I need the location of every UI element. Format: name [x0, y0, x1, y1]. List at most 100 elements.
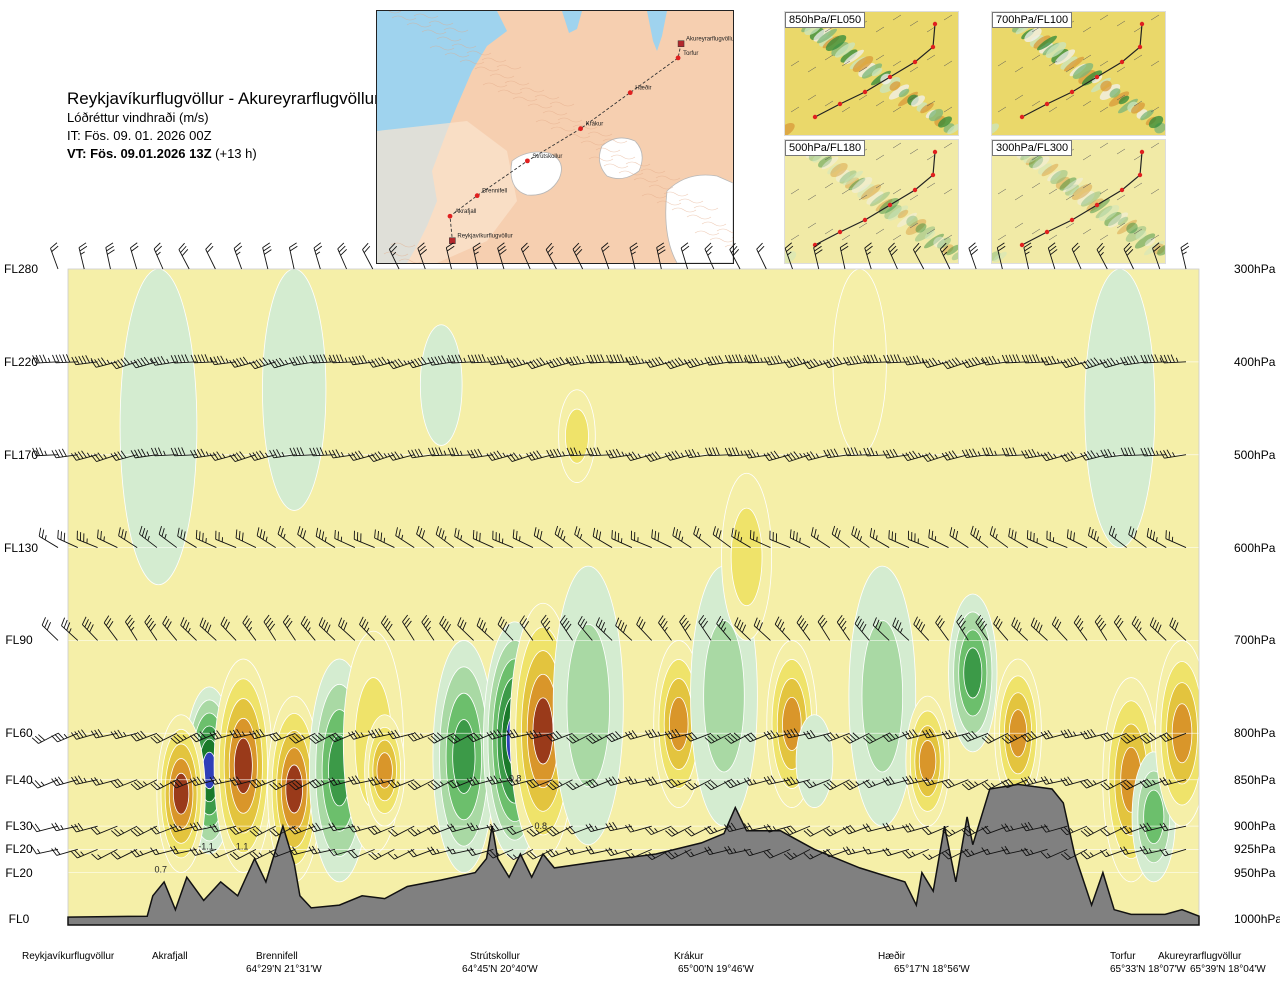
level-map-svg — [992, 12, 1165, 135]
wind-barb — [724, 822, 751, 832]
wind-barb — [1080, 848, 1108, 860]
wind-barb — [1026, 530, 1048, 548]
wind-barb — [1100, 448, 1127, 458]
wind-barb — [684, 825, 712, 837]
wind-barb — [90, 452, 118, 462]
wind-barb — [1040, 355, 1068, 366]
wind-barb — [297, 526, 316, 548]
wind-barb — [1100, 848, 1127, 858]
wind-barb — [209, 451, 237, 461]
wind-barb — [981, 847, 1009, 855]
wind-barb — [318, 617, 336, 641]
wind-barb — [38, 527, 59, 548]
wind-barb — [308, 778, 336, 789]
wind-barb — [467, 448, 494, 459]
wind-barb — [1001, 845, 1028, 855]
wind-barb — [1088, 527, 1108, 548]
wind-barb — [90, 357, 118, 368]
valid-time-text: VT: Fös. 09.01.2026 13Z — [67, 146, 212, 161]
wind-barb — [368, 848, 395, 860]
wind-barb — [585, 732, 613, 744]
wind-barb — [519, 615, 534, 641]
route-station-label: Strútskollur — [532, 154, 562, 160]
wind-barb — [1021, 448, 1048, 459]
wind-barb — [229, 825, 257, 835]
wind-barb — [71, 355, 98, 366]
wind-barb — [784, 242, 794, 270]
wind-barb — [1030, 617, 1048, 641]
wind-barb — [882, 822, 910, 832]
level-map-bg — [785, 140, 958, 263]
pressure-level-label: 800hPa — [1234, 726, 1276, 741]
wind-barb — [1159, 822, 1187, 832]
wind-barb — [566, 732, 593, 744]
wind-barb — [506, 825, 534, 835]
wind-barb — [144, 614, 158, 641]
wind-barb — [961, 848, 989, 858]
wind-barb — [180, 617, 197, 641]
wind-barb — [110, 825, 138, 837]
wind-barb — [783, 848, 811, 861]
route-station-label: Akrafjall — [455, 209, 476, 215]
wind-barb — [348, 450, 375, 461]
wind-barb — [724, 732, 751, 744]
wind-barb — [921, 777, 949, 786]
wind-barb — [592, 527, 613, 548]
wind-barb — [407, 779, 435, 791]
wind-barb — [512, 529, 534, 548]
wind-barb — [789, 529, 811, 548]
wind-barb — [1180, 242, 1190, 270]
flight-level-label: FL220 — [4, 354, 39, 369]
wind-barb — [91, 848, 118, 860]
flight-level-label: FL20 — [5, 842, 33, 857]
wind-barb — [615, 617, 633, 641]
route-line — [449, 43, 682, 241]
wind-barb — [189, 847, 217, 856]
wind-barb — [862, 732, 890, 744]
level-map-label: 500hPa/FL180 — [785, 140, 866, 156]
level-map-label: 300hPa/FL300 — [992, 140, 1073, 156]
wind-barb — [928, 529, 949, 548]
wind-barb — [526, 778, 553, 789]
wind-barb — [1140, 732, 1167, 744]
airport-marker — [677, 40, 685, 47]
wind-barb — [195, 529, 217, 548]
wind-barb — [374, 529, 395, 548]
wind-barb — [704, 779, 732, 791]
wind-barb — [664, 728, 692, 740]
route-station-label: Akureyrarflugvöllur — [686, 37, 733, 43]
waypoint-marker — [837, 101, 843, 107]
wind-barb — [486, 775, 514, 785]
wind-barb — [447, 846, 474, 855]
wind-barb — [71, 775, 98, 785]
flight-level-label: FL130 — [4, 540, 39, 555]
wind-barb — [601, 242, 610, 270]
title-block: Reykjavíkurflugvöllur - Akureyrarflugvöl… — [67, 89, 380, 163]
station-name: Krákur — [674, 951, 704, 962]
wind-barb — [968, 242, 979, 270]
wind-barb — [665, 825, 692, 837]
wind-barb — [328, 449, 355, 459]
wind-barb — [1113, 614, 1128, 641]
wind-barb — [724, 354, 751, 364]
wind-barb — [862, 823, 890, 832]
wind-barb — [989, 526, 1009, 548]
fjord — [647, 11, 667, 51]
wind-barb — [704, 355, 731, 366]
waypoint-marker — [1137, 44, 1143, 50]
wind-barb — [178, 242, 190, 270]
wind-barb — [300, 615, 316, 641]
wind-barb — [842, 846, 870, 855]
fjord — [562, 11, 582, 33]
wind-barb — [831, 525, 850, 548]
value-label: -0.8 — [506, 774, 522, 784]
wind-barb — [813, 242, 823, 270]
wind-barb — [31, 846, 59, 855]
wind-barb — [97, 529, 118, 548]
wind-barb — [843, 732, 870, 744]
wind-barb — [130, 848, 158, 858]
wind-barb — [704, 242, 715, 270]
wind-barb — [803, 779, 830, 789]
wind-barb — [76, 530, 98, 548]
wind-barb — [1120, 447, 1147, 457]
